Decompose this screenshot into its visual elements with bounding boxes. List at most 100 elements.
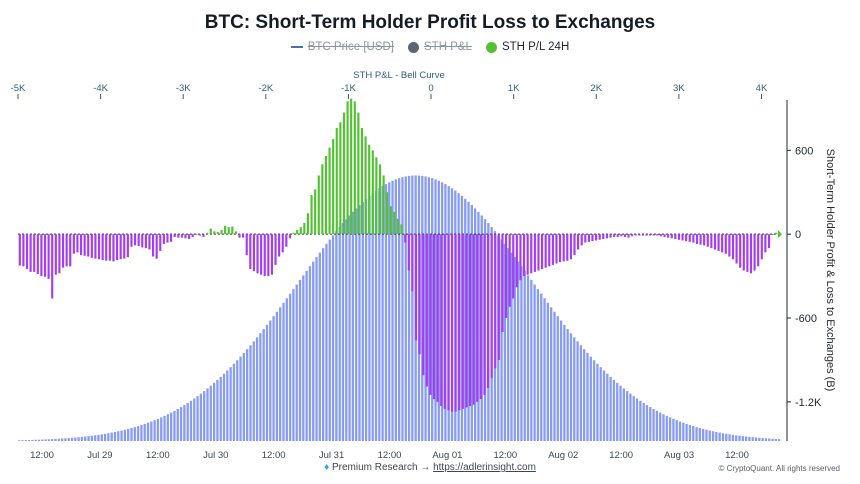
bell-bar — [602, 370, 606, 441]
bell-bar — [378, 188, 381, 441]
bell-bar — [744, 436, 748, 441]
bar — [36, 234, 39, 274]
bell-bar — [490, 227, 493, 441]
bar — [310, 195, 313, 235]
bell-bar — [322, 248, 325, 441]
bell-bar — [34, 439, 37, 441]
bar — [580, 234, 583, 246]
bar — [728, 234, 731, 257]
dot-swatch-icon — [485, 41, 497, 53]
bell-bar — [103, 433, 107, 441]
bar — [234, 231, 237, 235]
bell-bar — [110, 432, 113, 441]
bar — [703, 234, 706, 246]
bar — [638, 234, 641, 236]
end-marker-icon — [778, 230, 782, 239]
bell-bar — [18, 440, 21, 441]
bar — [692, 234, 695, 243]
legend-item-sth-pl-24h[interactable]: STH P/L 24H — [485, 41, 569, 53]
bar — [260, 234, 263, 275]
bell-bar — [374, 190, 378, 441]
bell-bar — [526, 275, 530, 441]
bell-bar — [530, 279, 533, 441]
bell-bar — [312, 261, 315, 441]
bell-bar — [573, 337, 576, 441]
bell-bar — [731, 434, 735, 441]
bell-bar — [421, 175, 424, 441]
bar — [274, 234, 277, 265]
bar — [674, 234, 677, 240]
bell-bar — [728, 434, 731, 441]
bell-bar — [758, 437, 761, 441]
bell-bar — [589, 356, 592, 441]
bell-bar — [708, 430, 711, 441]
bell-bar — [24, 440, 27, 441]
bar — [119, 234, 122, 260]
bell-bar — [652, 408, 655, 441]
bar — [220, 229, 223, 235]
bar — [285, 234, 288, 247]
bar — [252, 234, 256, 272]
bar — [598, 234, 601, 240]
bar — [641, 234, 645, 236]
bell-bar — [209, 385, 212, 441]
bar — [468, 234, 472, 407]
bell-bar — [427, 177, 431, 441]
x-tick-label: 12:00 — [262, 450, 286, 461]
bell-bar — [94, 435, 97, 441]
bell-bar — [659, 412, 662, 441]
bell-bar — [675, 420, 678, 441]
bar — [559, 234, 562, 263]
legend-item-btc-price[interactable]: BTC Price [USD] — [290, 41, 394, 53]
bell-bar — [407, 175, 411, 441]
bar — [418, 234, 421, 355]
x-tick-label: 12:00 — [725, 450, 749, 461]
bar — [461, 234, 464, 409]
bell-bar — [566, 329, 569, 441]
bar — [631, 234, 634, 237]
bell-bar — [44, 439, 47, 441]
bar — [357, 112, 360, 235]
bell-bar — [255, 337, 259, 441]
bar — [126, 234, 129, 258]
bell-bar — [120, 430, 123, 441]
bar — [173, 234, 176, 237]
bar — [595, 234, 598, 241]
bar — [429, 234, 432, 395]
bell-bar — [748, 436, 751, 441]
bar — [123, 234, 126, 259]
bar — [688, 234, 691, 242]
bell-bar — [84, 436, 87, 441]
bar — [335, 127, 338, 235]
bar — [659, 234, 663, 237]
footer-link[interactable]: https://adlerinsight.com — [433, 462, 536, 473]
bell-bar — [348, 215, 351, 441]
bell-bar — [328, 239, 331, 441]
bell-bar — [470, 205, 473, 441]
bar — [533, 234, 536, 272]
bell-bar — [242, 352, 245, 441]
bell-bar — [87, 436, 90, 441]
bar — [159, 234, 162, 251]
bell-bar — [741, 436, 744, 441]
bell-bar — [629, 393, 632, 441]
bar — [76, 234, 79, 253]
bar — [299, 227, 302, 235]
legend-item-sth-pnl[interactable]: STH P&L — [408, 41, 472, 53]
bell-bar — [153, 420, 156, 441]
bell-bar — [619, 385, 622, 441]
bar — [526, 234, 529, 275]
bell-bar — [440, 182, 444, 441]
bar — [105, 234, 108, 261]
bar — [544, 234, 547, 268]
bell-bar — [269, 320, 272, 441]
bell-bar — [133, 427, 136, 441]
x-tick-label: 12:00 — [146, 450, 170, 461]
bell-bar — [546, 302, 549, 441]
bar — [566, 234, 569, 261]
bell-bar — [583, 349, 586, 441]
bar — [584, 234, 587, 243]
bell-bar — [170, 412, 173, 441]
bar — [101, 234, 104, 261]
bar — [393, 211, 396, 235]
